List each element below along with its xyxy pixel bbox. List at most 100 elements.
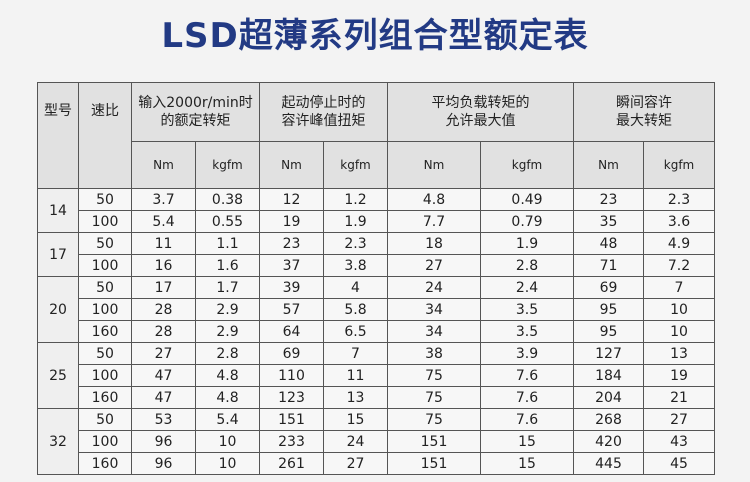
value-cell: 151 xyxy=(259,408,325,431)
header-peak-torque: 起动停止时的 容许峰值扭矩 xyxy=(259,82,389,142)
model-cell: 25 xyxy=(37,342,79,409)
unit-nm: Nm xyxy=(131,141,196,189)
value-cell: 445 xyxy=(573,452,645,475)
value-cell: 57 xyxy=(259,298,325,321)
value-cell: 75 xyxy=(387,408,482,431)
value-cell: 64 xyxy=(259,320,325,343)
value-cell: 12 xyxy=(259,188,325,211)
value-cell: 151 xyxy=(387,452,482,475)
table-row: 100 5.4 0.55 19 1.9 7.7 0.79 35 3.6 xyxy=(38,210,716,233)
value-cell: 0.49 xyxy=(480,188,575,211)
value-cell: 3.6 xyxy=(643,210,716,233)
value-cell: 1.7 xyxy=(194,276,261,299)
value-cell: 13 xyxy=(323,386,389,409)
table-row: 160 47 4.8 123 13 75 7.6 204 21 xyxy=(38,386,716,409)
value-cell: 2.3 xyxy=(323,232,389,255)
ratio-cell: 100 xyxy=(78,254,132,277)
table-row: 14 50 3.7 0.38 12 1.2 4.8 0.49 23 2.3 xyxy=(37,188,716,233)
value-cell: 1.9 xyxy=(480,232,575,255)
value-cell: 1.1 xyxy=(194,232,261,255)
model-cell: 20 xyxy=(37,276,79,343)
model-cell: 32 xyxy=(37,408,79,475)
unit-nm: Nm xyxy=(259,141,325,189)
table-row: 25 50 27 2.8 69 7 38 3.9 127 13 xyxy=(37,342,716,409)
header-rated-torque: 输入2000r/min时 的额定转矩 xyxy=(130,82,261,142)
value-cell: 4.9 xyxy=(643,232,716,255)
value-cell: 2.3 xyxy=(643,188,716,211)
value-cell: 2.4 xyxy=(480,276,575,299)
value-cell: 34 xyxy=(387,320,482,343)
value-cell: 1.2 xyxy=(323,188,389,211)
value-cell: 0.38 xyxy=(194,188,261,211)
value-cell: 27 xyxy=(643,408,716,431)
value-cell: 10 xyxy=(643,298,716,321)
value-cell: 3.5 xyxy=(480,298,575,321)
value-cell: 10 xyxy=(194,430,261,453)
value-cell: 28 xyxy=(131,320,196,343)
ratio-cell: 50 xyxy=(78,408,132,431)
value-cell: 204 xyxy=(573,386,645,409)
value-cell: 7.6 xyxy=(480,408,575,431)
value-cell: 24 xyxy=(387,276,482,299)
value-cell: 45 xyxy=(643,452,716,475)
unit-kgfm: kgfm xyxy=(194,141,261,189)
value-cell: 19 xyxy=(259,210,325,233)
value-cell: 15 xyxy=(480,452,575,475)
value-cell: 13 xyxy=(643,342,716,365)
value-cell: 21 xyxy=(643,386,716,409)
value-cell: 3.9 xyxy=(480,342,575,365)
value-cell: 69 xyxy=(573,276,645,299)
value-cell: 1.6 xyxy=(194,254,261,277)
value-cell: 75 xyxy=(387,364,482,387)
value-cell: 5.8 xyxy=(323,298,389,321)
ratio-cell: 100 xyxy=(78,298,132,321)
value-cell: 35 xyxy=(573,210,645,233)
unit-kgfm: kgfm xyxy=(323,141,389,189)
value-cell: 5.4 xyxy=(131,210,196,233)
model-cell: 17 xyxy=(37,232,79,277)
value-cell: 23 xyxy=(573,188,645,211)
ratio-cell: 50 xyxy=(78,188,132,211)
value-cell: 268 xyxy=(573,408,645,431)
value-cell: 127 xyxy=(573,342,645,365)
value-cell: 4.8 xyxy=(194,364,261,387)
value-cell: 53 xyxy=(131,408,196,431)
value-cell: 151 xyxy=(387,430,482,453)
ratio-cell: 50 xyxy=(78,232,132,255)
value-cell: 48 xyxy=(573,232,645,255)
table-row: 160 28 2.9 64 6.5 34 3.5 95 10 xyxy=(38,320,716,343)
ratio-cell: 50 xyxy=(78,342,132,365)
value-cell: 4 xyxy=(323,276,389,299)
value-cell: 2.9 xyxy=(194,320,261,343)
value-cell: 7.2 xyxy=(643,254,716,277)
value-cell: 10 xyxy=(194,452,261,475)
table-row: 20 50 17 1.7 39 4 24 2.4 69 7 xyxy=(37,276,716,343)
ratio-cell: 160 xyxy=(78,320,132,343)
value-cell: 95 xyxy=(573,298,645,321)
value-cell: 96 xyxy=(131,452,196,475)
value-cell: 95 xyxy=(573,320,645,343)
header-ratio: 速比 xyxy=(78,82,132,189)
value-cell: 3.5 xyxy=(480,320,575,343)
value-cell: 27 xyxy=(323,452,389,475)
header-model: 型号 xyxy=(37,82,79,189)
rating-table: 型号 速比 输入2000r/min时 的额定转矩 起动停止时的 容许峰值扭矩 平… xyxy=(37,82,716,475)
table-row: 17 50 11 1.1 23 2.3 18 1.9 48 4.9 xyxy=(37,232,716,277)
value-cell: 10 xyxy=(643,320,716,343)
value-cell: 2.9 xyxy=(194,298,261,321)
value-cell: 1.9 xyxy=(323,210,389,233)
value-cell: 71 xyxy=(573,254,645,277)
value-cell: 28 xyxy=(131,298,196,321)
value-cell: 123 xyxy=(259,386,325,409)
table-row: 32 50 53 5.4 151 15 75 7.6 268 27 xyxy=(37,408,716,475)
value-cell: 2.8 xyxy=(194,342,261,365)
value-cell: 3.7 xyxy=(131,188,196,211)
value-cell: 27 xyxy=(131,342,196,365)
value-cell: 184 xyxy=(573,364,645,387)
unit-kgfm: kgfm xyxy=(643,141,716,189)
value-cell: 4.8 xyxy=(194,386,261,409)
table-row: 160 96 10 261 27 151 15 445 45 xyxy=(38,452,716,475)
page-title: LSD超薄系列组合型额定表 xyxy=(161,16,589,56)
ratio-cell: 160 xyxy=(78,386,132,409)
unit-kgfm: kgfm xyxy=(480,141,575,189)
